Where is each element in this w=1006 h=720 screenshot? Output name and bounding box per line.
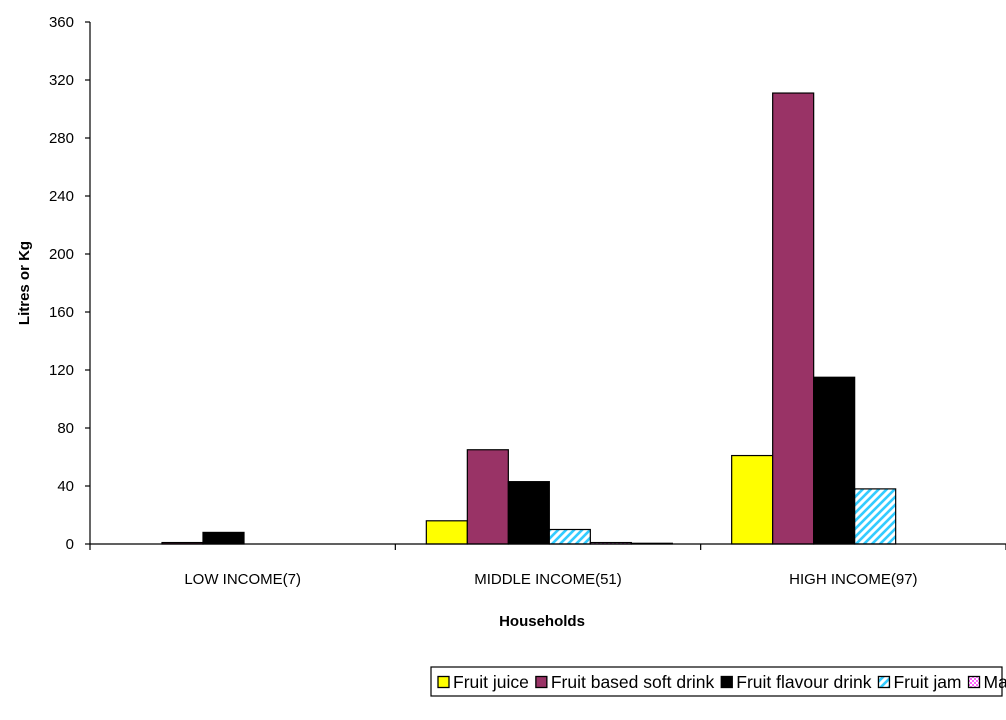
legend-swatch bbox=[437, 675, 450, 689]
y-tick-label: 240 bbox=[49, 188, 74, 205]
bar-1-1 bbox=[466, 449, 509, 545]
legend-label: Fruit flavour drink bbox=[736, 672, 871, 692]
legend: Fruit juice Fruit based soft drink Fruit f… bbox=[430, 666, 1006, 697]
bar-1-3 bbox=[548, 528, 591, 545]
x-tick-labels: LOW INCOME(7) MIDDLE INCOME(51) HIGH INCOM… bbox=[184, 571, 917, 588]
y-tick-label: 280 bbox=[49, 130, 74, 147]
y-tick-label: 160 bbox=[49, 304, 74, 321]
legend-swatch bbox=[535, 675, 548, 689]
y-tick-label: 360 bbox=[49, 14, 74, 31]
axes-layer bbox=[85, 21, 1006, 550]
x-axis-title: Households bbox=[499, 613, 585, 630]
bar-0-2 bbox=[202, 531, 245, 545]
y-axis-title: Litres or Kg bbox=[16, 241, 33, 325]
bar-1-0 bbox=[425, 520, 468, 545]
x-tick-label: LOW INCOME(7) bbox=[184, 571, 301, 588]
legend-swatch bbox=[967, 675, 981, 689]
bar-1-2 bbox=[507, 481, 550, 545]
y-tick-label: 0 bbox=[66, 536, 74, 553]
legend-label: Fruit juice bbox=[453, 672, 529, 692]
x-tick-label: MIDDLE INCOME(51) bbox=[474, 571, 622, 588]
y-tick-labels: 0 40 80 120 160 200 240 280 320 360 bbox=[49, 14, 74, 553]
y-tick-label: 40 bbox=[57, 478, 74, 495]
legend-swatch bbox=[720, 675, 733, 689]
legend-swatch bbox=[877, 675, 891, 689]
y-tick-label: 320 bbox=[49, 72, 74, 89]
legend-label: Fruit based soft drink bbox=[551, 672, 715, 692]
bars-layer bbox=[161, 92, 897, 545]
legend-label: Marmalade bbox=[984, 672, 1006, 692]
bar-2-3 bbox=[854, 488, 897, 545]
legend-frame bbox=[430, 666, 1003, 697]
bar-2-2 bbox=[813, 376, 856, 545]
x-tick-label: HIGH INCOME(97) bbox=[789, 571, 917, 588]
bar-2-1 bbox=[772, 92, 815, 545]
y-tick-label: 200 bbox=[49, 246, 74, 263]
legend-label: Fruit jam bbox=[893, 672, 961, 692]
y-tick-label: 80 bbox=[57, 420, 74, 437]
bar-2-0 bbox=[731, 454, 774, 545]
y-tick-label: 120 bbox=[49, 362, 74, 379]
